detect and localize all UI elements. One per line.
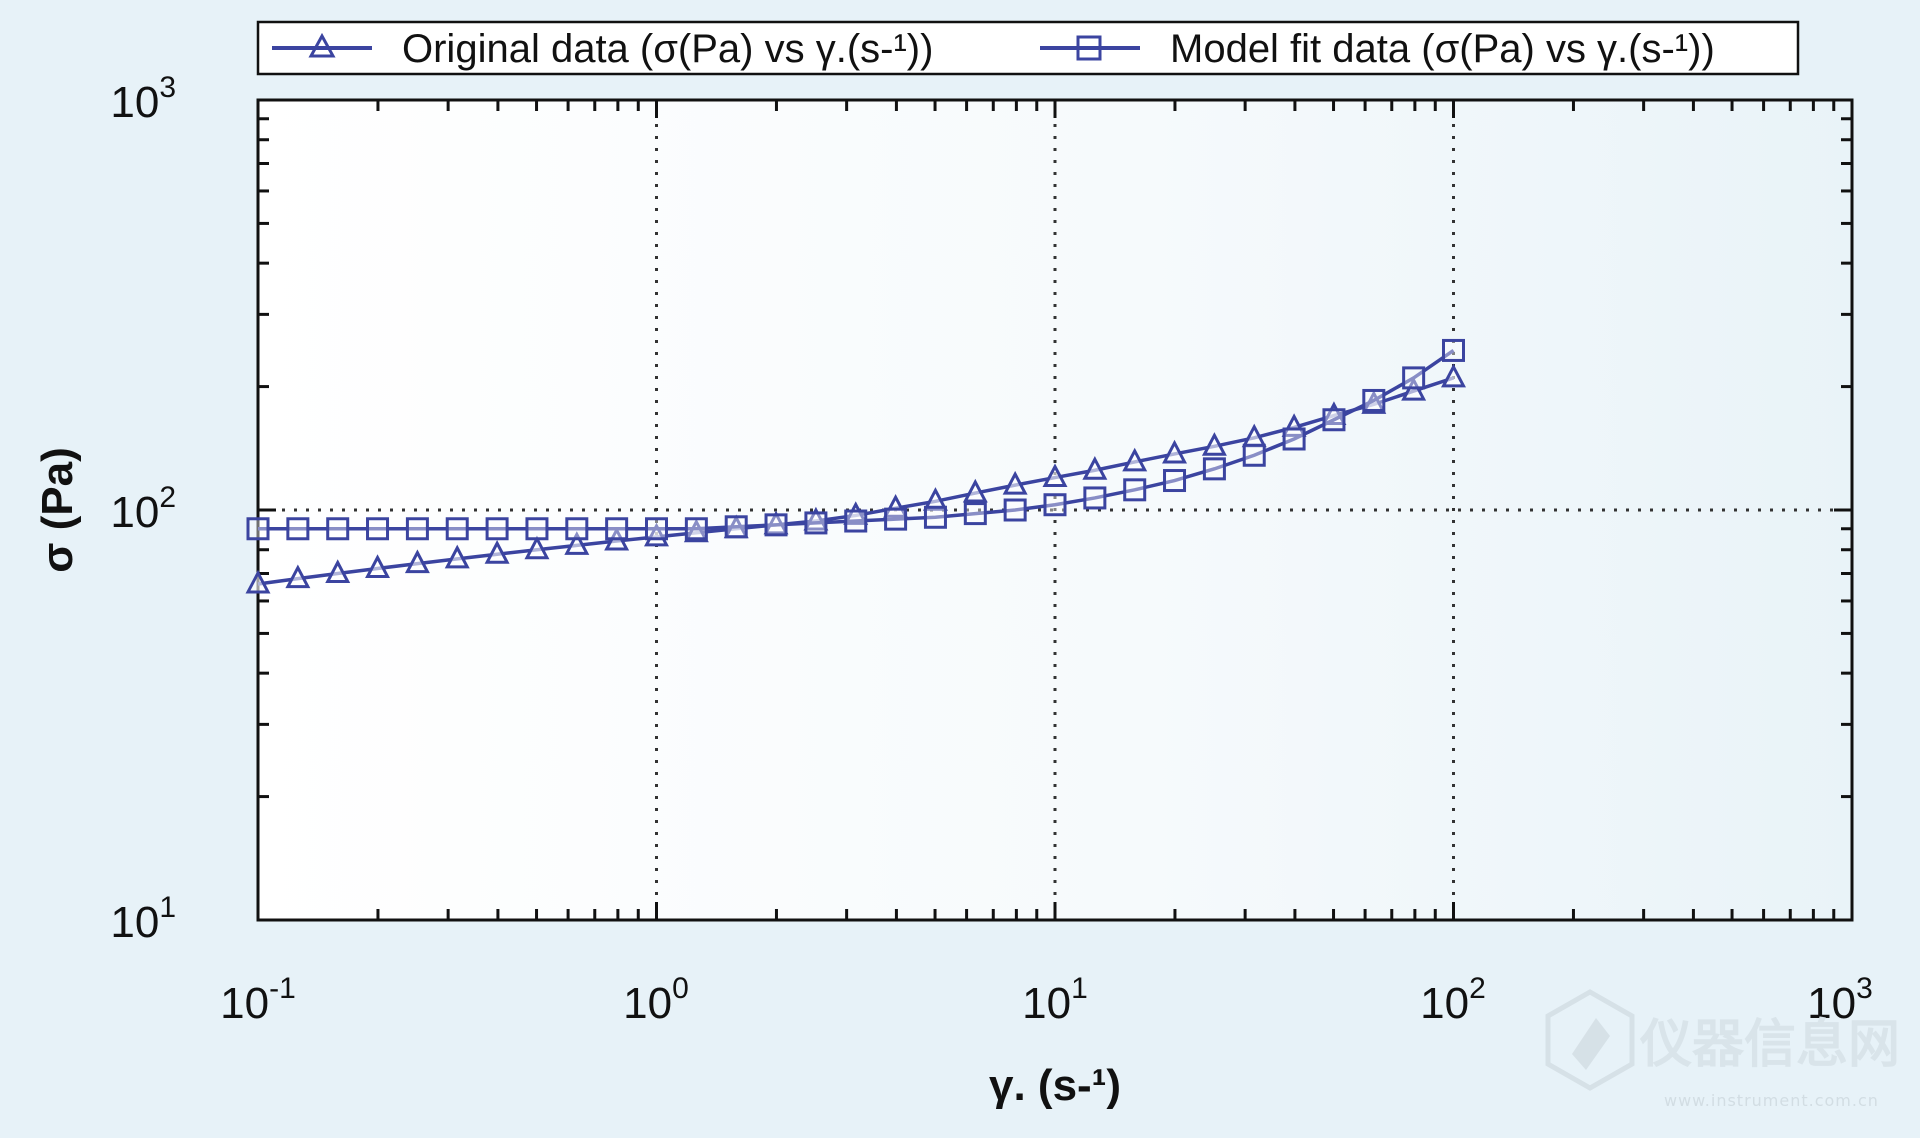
data-point-square	[844, 509, 868, 533]
data-point-square	[963, 502, 987, 526]
data-point-square	[645, 517, 668, 541]
series-line	[258, 349, 1455, 531]
data-point-square	[1123, 478, 1147, 502]
data-point-square	[724, 515, 748, 539]
data-point-triangle	[325, 559, 351, 584]
data-point-square	[445, 517, 469, 541]
data-point-square	[1362, 388, 1386, 412]
data-point-triangle	[922, 487, 948, 511]
data-point-square	[1202, 457, 1226, 481]
watermark-logo-icon	[1545, 989, 1635, 1091]
data-point-square	[1282, 427, 1306, 451]
x-tick-labels: 10-1 100 101 102 103	[220, 972, 1873, 1028]
watermark-text-cn: 仪器信息网	[1639, 1015, 1900, 1075]
data-point-square	[764, 513, 788, 537]
legend-label-original: Original data (σ(Pa) vs γ.(s-¹))	[402, 27, 933, 71]
data-point-triangle	[365, 554, 391, 578]
data-point-triangle	[245, 569, 271, 594]
x-tick-label: 103	[1807, 972, 1873, 1028]
y-tick-label: 102	[110, 481, 176, 537]
data-point-triangle	[843, 501, 869, 525]
data-point-square	[565, 517, 589, 541]
x-tick-label: 101	[1022, 972, 1088, 1028]
data-point-square	[525, 517, 549, 541]
data-point-triangle	[1042, 463, 1068, 488]
data-point-square	[366, 517, 390, 541]
data-point-square	[326, 517, 350, 541]
data-point-triangle	[404, 549, 430, 574]
legend-square-marker	[1076, 35, 1102, 61]
data-point-square	[1322, 408, 1346, 432]
data-point-triangle	[1002, 470, 1028, 495]
data-point-square	[405, 517, 429, 541]
data-point-triangle	[962, 478, 988, 503]
data-point-square	[1442, 338, 1465, 362]
data-point-square	[246, 517, 270, 541]
data-point-triangle	[1281, 413, 1307, 437]
y-tick-labels: 101 102 103	[110, 71, 176, 947]
grid	[258, 100, 1852, 920]
data-point-triangle	[1201, 432, 1227, 456]
legend-item-model: Model fit data (σ(Pa) vs γ.(s-¹))	[1040, 27, 1715, 71]
series-layer	[245, 338, 1466, 594]
series-model-fit	[246, 338, 1465, 541]
data-point-square	[1242, 443, 1266, 467]
x-tick-label: 100	[623, 972, 689, 1028]
data-point-triangle	[564, 531, 590, 555]
data-point-triangle	[484, 540, 510, 564]
data-point-triangle	[1401, 376, 1427, 401]
y-tick-label: 101	[110, 891, 176, 947]
data-point-triangle	[1122, 447, 1148, 472]
x-tick-label: 102	[1420, 972, 1486, 1028]
data-point-triangle	[1441, 363, 1466, 388]
data-point-square	[605, 517, 629, 541]
y-tick-label: 103	[110, 71, 176, 127]
data-point-square	[804, 511, 828, 535]
data-point-square	[923, 505, 947, 529]
data-point-triangle	[883, 494, 909, 518]
watermark-text-en: www.instrument.com.cn	[1664, 1091, 1879, 1110]
data-point-square	[485, 517, 509, 541]
x-axis-title: γ. (s-¹)	[989, 1061, 1121, 1110]
data-point-square	[286, 517, 310, 541]
data-point-square	[884, 507, 908, 531]
x-tick-label: 10-1	[220, 972, 296, 1028]
plot-frame	[256, 98, 1854, 922]
data-point-square	[1043, 493, 1067, 517]
data-point-triangle	[285, 564, 311, 589]
legend: Original data (σ(Pa) vs γ.(s-¹)) Model f…	[256, 20, 1800, 76]
data-point-square	[1402, 366, 1426, 390]
legend-item-original: Original data (σ(Pa) vs γ.(s-¹))	[272, 27, 933, 71]
data-point-triangle	[1162, 439, 1188, 464]
data-point-triangle	[444, 544, 470, 569]
legend-box	[256, 20, 1800, 76]
legend-label-model: Model fit data (σ(Pa) vs γ.(s-¹))	[1170, 27, 1715, 71]
watermark: 仪器信息网 www.instrument.com.cn	[1545, 989, 1900, 1110]
data-point-square	[684, 517, 708, 541]
data-point-triangle	[1082, 456, 1108, 480]
data-point-triangle	[524, 535, 550, 560]
data-point-square	[1163, 469, 1187, 493]
legend-triangle-marker	[308, 32, 336, 58]
data-point-square	[1003, 498, 1027, 522]
data-point-square	[1083, 486, 1107, 510]
y-axis-title: σ (Pa)	[33, 447, 82, 572]
data-point-triangle	[683, 518, 709, 543]
